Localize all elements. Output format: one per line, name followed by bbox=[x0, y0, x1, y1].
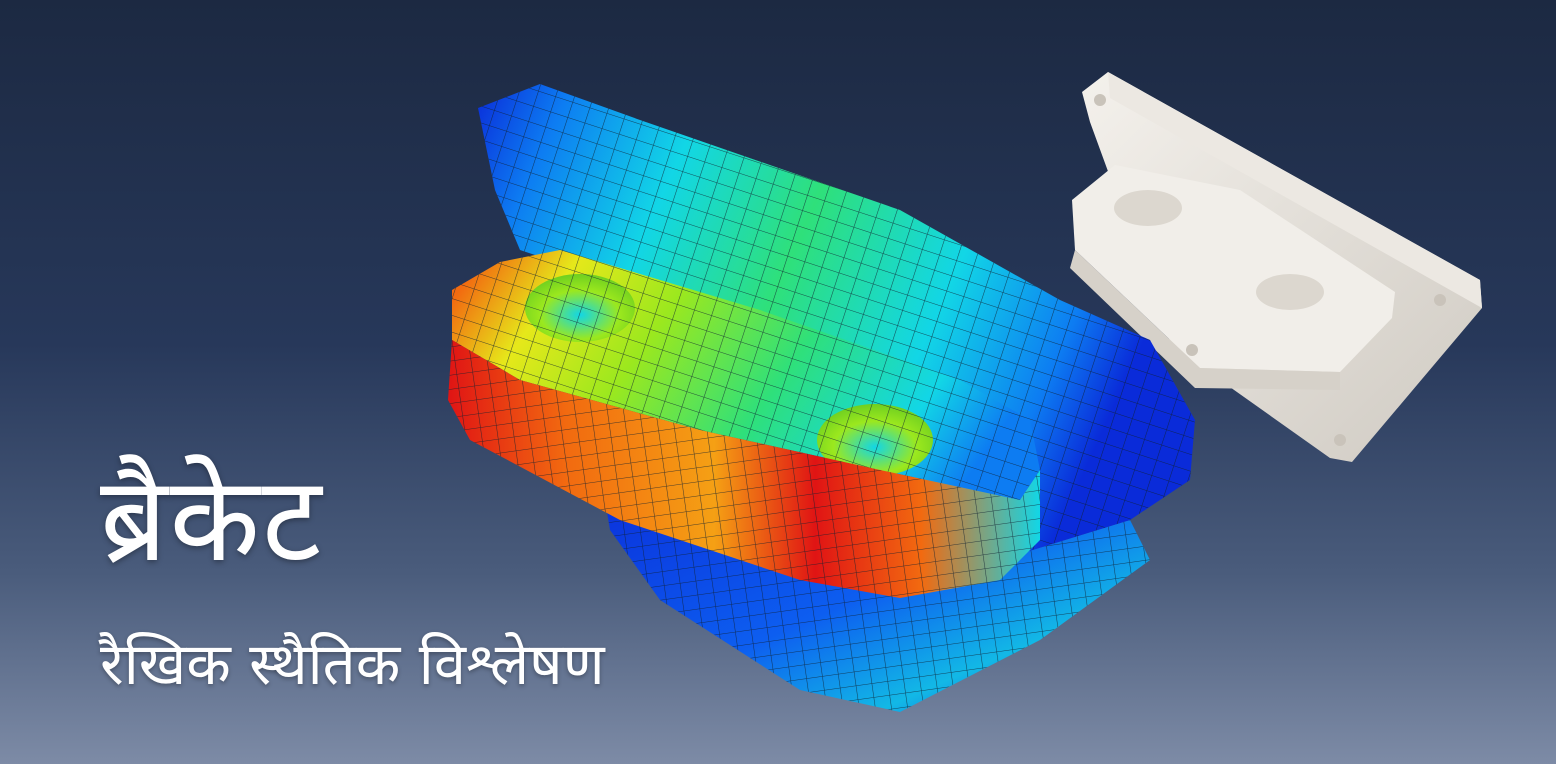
banner-subtitle: रैखिक स्थैतिक विश्लेषण bbox=[100, 630, 605, 698]
banner-title: ब्रैकेट bbox=[100, 450, 324, 588]
fea-bracket bbox=[448, 84, 1195, 712]
reference-bracket bbox=[1070, 72, 1482, 462]
